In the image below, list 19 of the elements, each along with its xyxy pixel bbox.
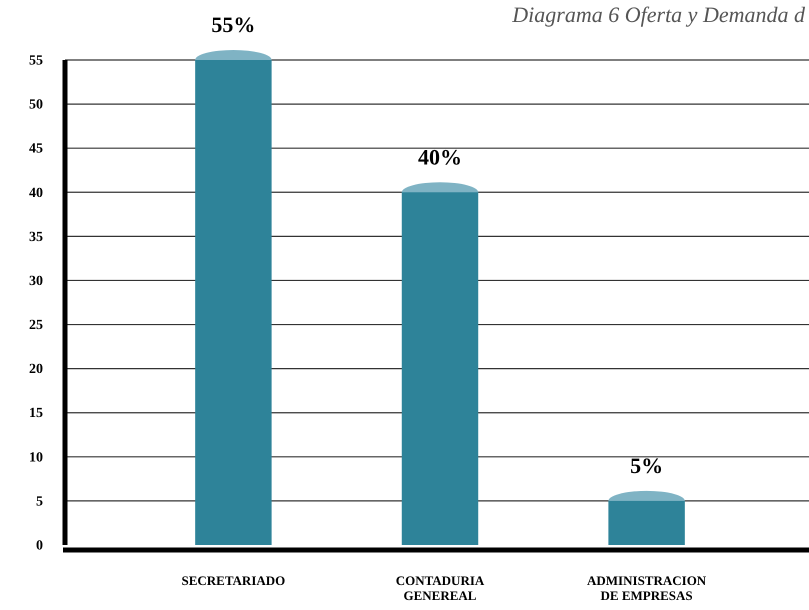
- chart-title: Diagrama 6 Oferta y Demanda d: [511, 2, 806, 27]
- data-label: 40%: [418, 144, 462, 170]
- y-tick-label: 35: [29, 230, 43, 245]
- x-tick-label: CONTADURIA GENEREAL: [396, 573, 485, 603]
- x-tick-label: ADMINISTRACION DE EMPRESAS: [587, 573, 707, 603]
- y-tick-label: 30: [29, 274, 43, 289]
- y-tick-label: 0: [36, 538, 43, 554]
- data-label: 5%: [630, 452, 664, 478]
- data-label: 55%: [211, 12, 256, 37]
- y-tick-label: 55: [29, 53, 43, 68]
- y-tick-label: 45: [29, 142, 43, 157]
- y-tick-label: 25: [29, 318, 43, 334]
- y-tick-label: 15: [29, 406, 43, 422]
- y-tick-label: 5: [36, 494, 43, 510]
- y-tick-label: 40: [29, 186, 43, 201]
- x-tick-label: SECRETARIADO: [182, 573, 286, 588]
- y-tick-label: 20: [29, 362, 43, 378]
- y-tick-label: 50: [29, 98, 43, 113]
- y-tick-label: 10: [29, 450, 43, 466]
